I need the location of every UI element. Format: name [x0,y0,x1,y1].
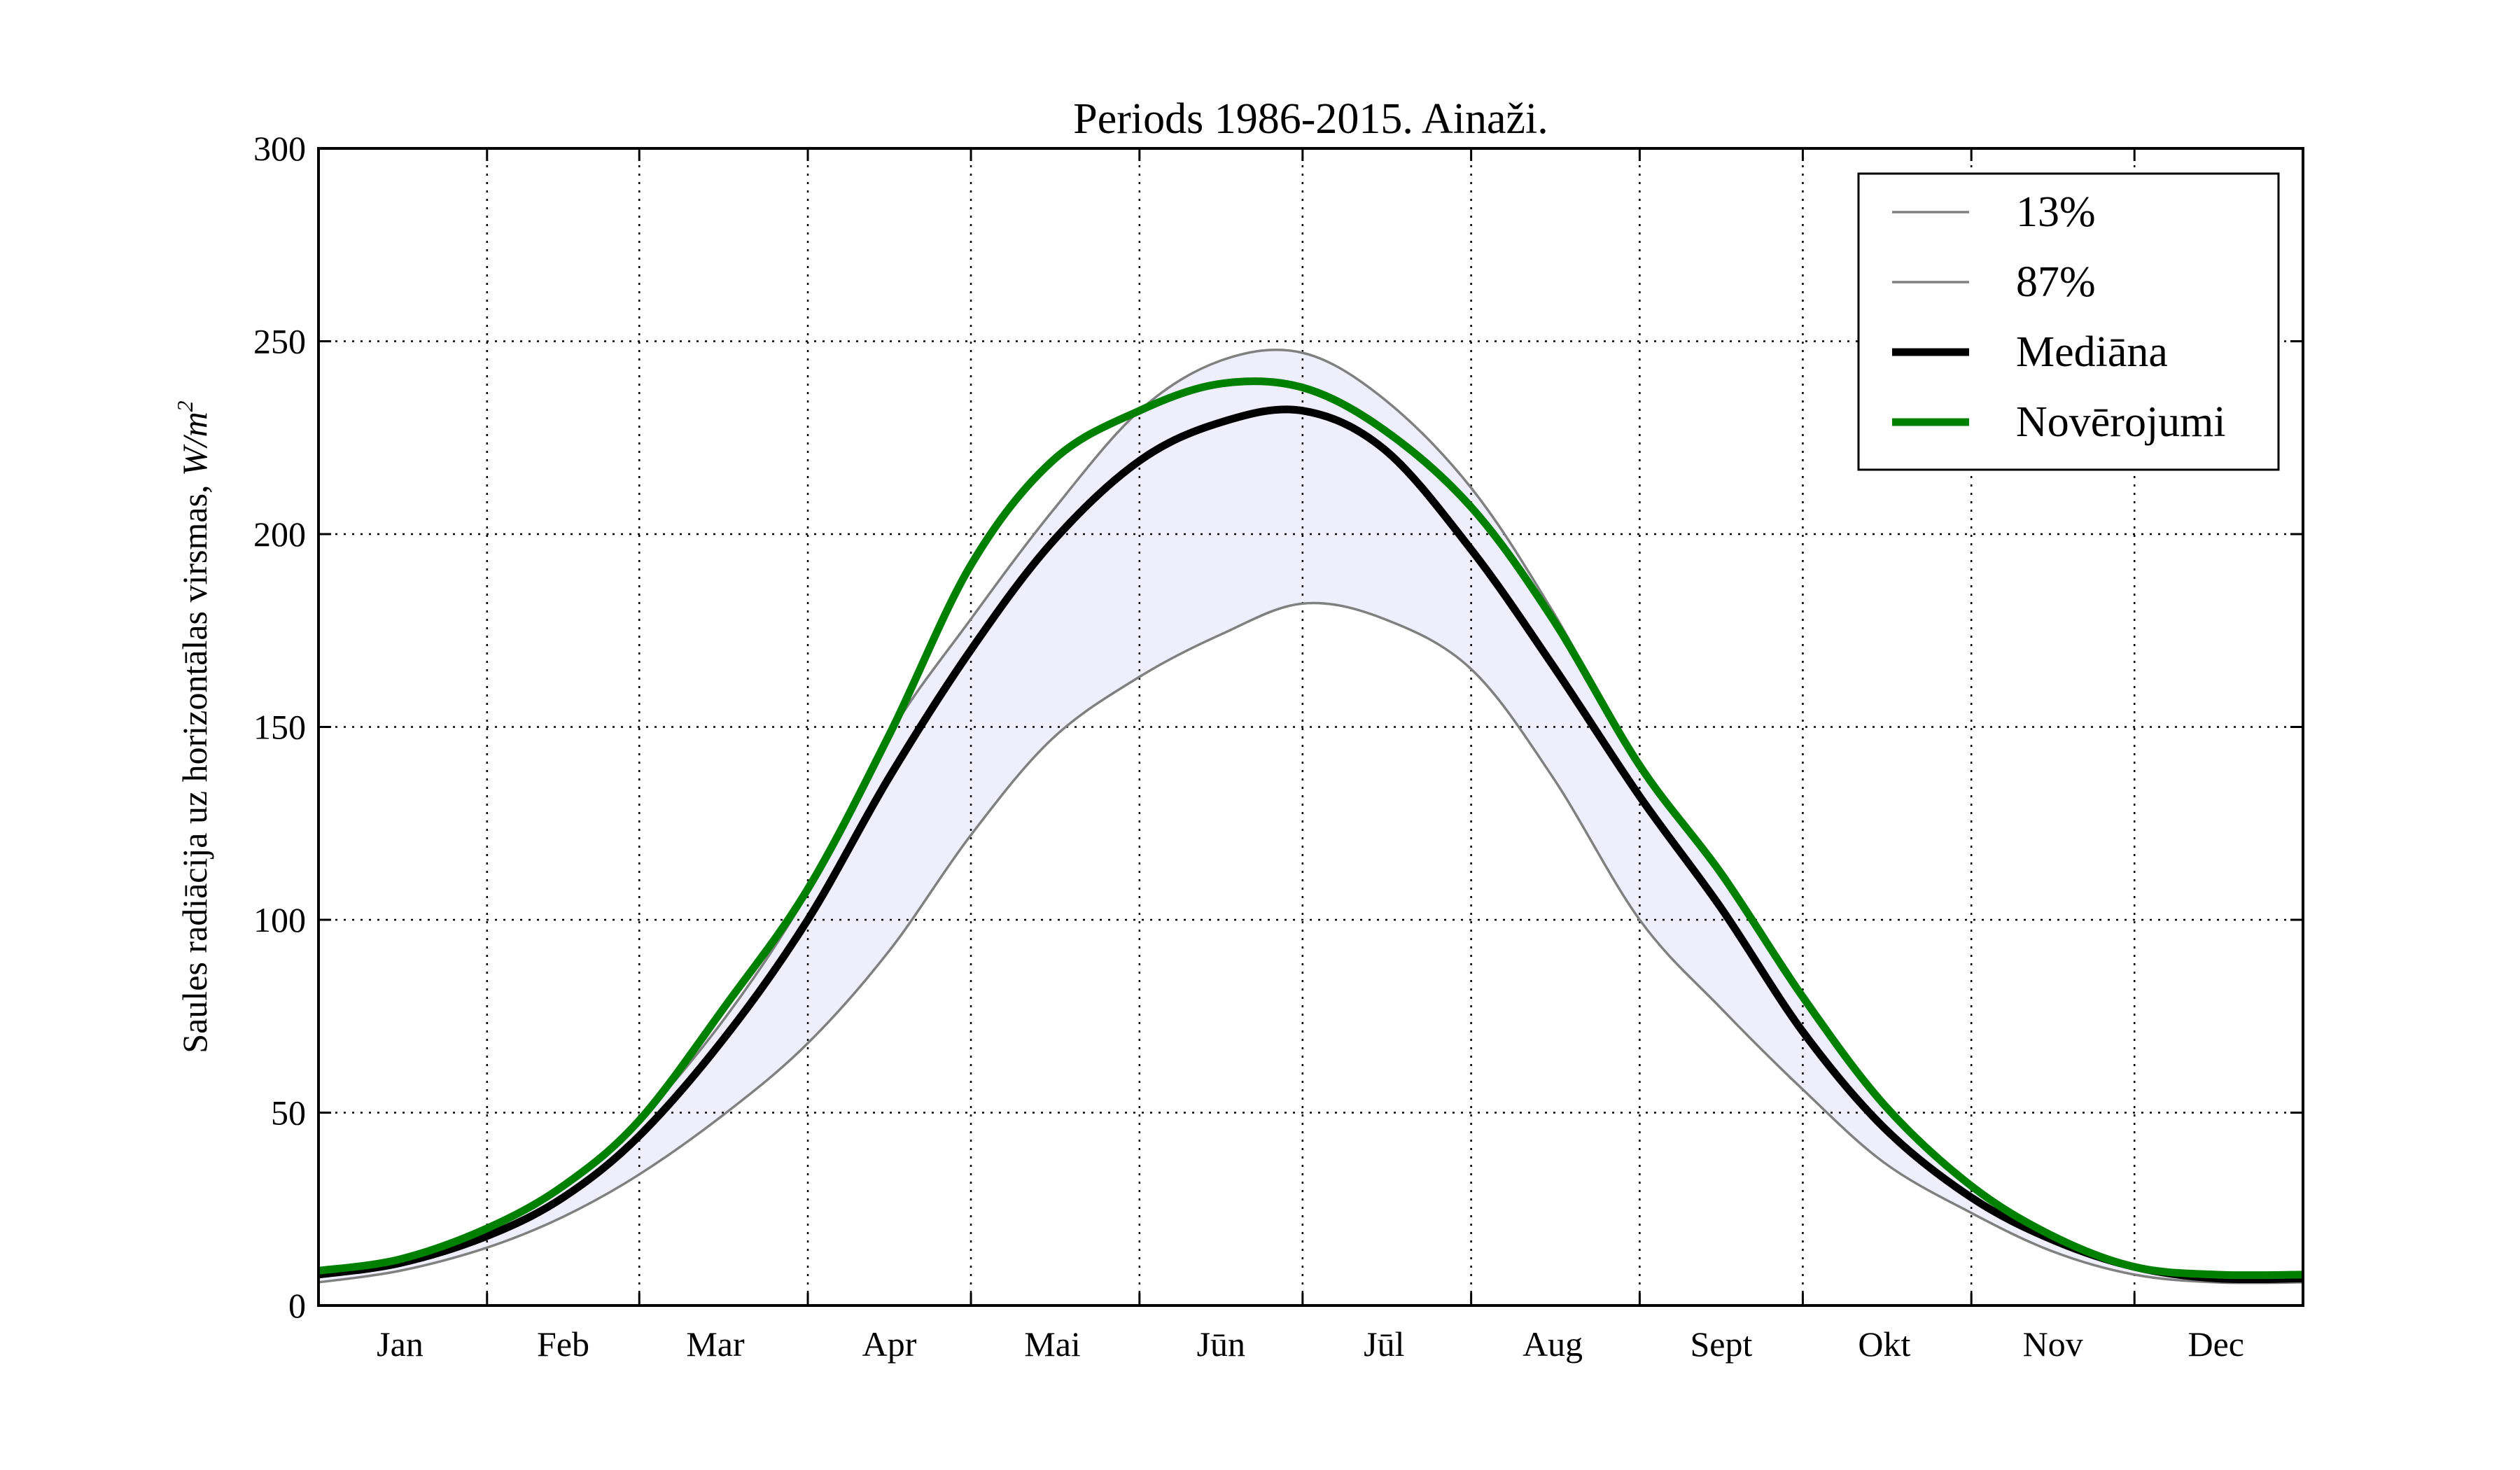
x-tick-label: Apr [862,1324,917,1364]
legend-label: Mediāna [2016,328,2168,376]
percentile-band [318,349,2303,1283]
y-tick-label: 150 [253,708,306,747]
series-lines [318,349,2304,1284]
y-axis-label-text: Saules radiācija uz horizontālas virsmas… [175,476,214,1054]
y-tick-label: 200 [253,514,306,554]
y-axis-label: Saules radiācija uz horizontālas virsmas… [172,400,214,1053]
legend-label: 13% [2016,188,2096,236]
x-tick-label: Sept [1690,1324,1752,1364]
axis-ticks: 0 50 100 150 200 250 300 Jan Feb Mar Apr Mai Jūn Jūl A… [253,129,2303,1364]
percentile-band-area [318,349,2303,1283]
x-tick-label: Jan [377,1324,424,1364]
y-tick-label: 0 [288,1286,306,1325]
x-tick-label: Jūn [1197,1324,1245,1364]
chart-title: Periods 1986-2015. Ainaži. [1073,95,1548,143]
y-tick-label: 100 [253,900,306,939]
legend-label: Novērojumi [2016,398,2226,446]
y-axis-label-unit-exponent: 2 [172,400,197,412]
y-axis-label-unit: W/m [175,412,214,476]
series-line-1 [318,601,2304,1284]
x-tick-label: Nov [2023,1324,2083,1364]
x-tick-label: Jūl [1364,1324,1404,1364]
x-tick-label: Dec [2188,1324,2244,1364]
x-tick-label: Feb [537,1324,589,1364]
x-tick-label: Okt [1858,1324,1910,1364]
y-tick-label: 50 [271,1093,306,1133]
series-line-4 [318,377,2304,1280]
x-tick-label: Mar [686,1324,745,1364]
x-tick-label: Aug [1522,1324,1583,1364]
y-tick-label: 300 [253,129,306,168]
x-tick-label: Mai [1024,1324,1081,1364]
grid [318,148,2303,1306]
y-tick-label: 250 [253,322,306,361]
legend-label: 87% [2016,258,2096,306]
legend: 13% 87% Mediāna Novērojumi [1857,172,2280,471]
series-line-3 [318,405,2304,1284]
